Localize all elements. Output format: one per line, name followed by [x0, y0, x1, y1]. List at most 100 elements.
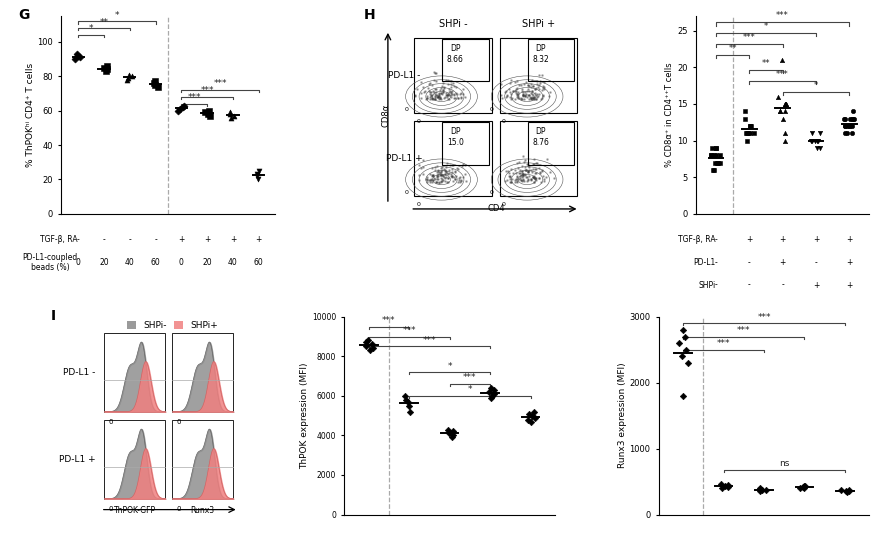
Point	[510, 159, 524, 167]
Point	[438, 169, 452, 178]
Text: -: -	[781, 281, 783, 289]
Point	[677, 332, 691, 341]
Point	[514, 162, 528, 170]
Text: **: **	[761, 59, 769, 68]
Point	[709, 158, 724, 167]
Text: +: +	[779, 258, 785, 267]
Point	[842, 114, 856, 123]
Point	[402, 401, 416, 410]
Point	[517, 177, 531, 185]
Point	[431, 92, 446, 100]
Point	[400, 398, 414, 406]
Point	[507, 87, 521, 95]
Point	[529, 91, 543, 100]
Point	[810, 136, 824, 145]
Point	[431, 91, 446, 99]
Point	[845, 114, 859, 123]
Point	[498, 177, 512, 186]
Point	[671, 339, 685, 347]
Point	[438, 170, 452, 178]
Text: ***: ***	[422, 336, 436, 345]
Point	[452, 174, 466, 182]
Point	[438, 167, 453, 176]
Point	[675, 392, 689, 400]
Point	[439, 169, 453, 177]
Point	[777, 136, 791, 145]
Point	[434, 81, 448, 90]
Text: ***: ***	[775, 11, 788, 20]
Point	[838, 122, 852, 130]
Point	[510, 90, 524, 98]
Point	[484, 384, 498, 392]
Text: ***: ***	[462, 374, 476, 382]
Point	[431, 170, 445, 178]
Point	[529, 165, 543, 173]
Point	[446, 78, 460, 87]
Point	[484, 392, 498, 400]
Point	[499, 93, 513, 101]
Point	[708, 144, 722, 152]
Point	[532, 168, 546, 177]
Point	[845, 129, 859, 138]
Point	[447, 174, 461, 183]
Point	[709, 144, 723, 152]
Text: TGF-β, RA: TGF-β, RA	[677, 235, 715, 244]
Point	[752, 484, 766, 493]
Point	[526, 93, 540, 101]
Point	[809, 144, 823, 152]
Point	[675, 326, 689, 334]
Point	[99, 62, 113, 70]
Point	[445, 165, 459, 173]
Point	[511, 175, 525, 183]
Point	[518, 77, 532, 86]
Point	[525, 81, 539, 90]
Point	[517, 79, 531, 88]
Point	[448, 83, 462, 91]
Point	[441, 174, 455, 182]
Point	[514, 167, 528, 175]
Point	[804, 129, 818, 138]
Point	[516, 88, 530, 96]
Point	[521, 162, 535, 171]
Point	[809, 136, 823, 145]
Point	[680, 359, 694, 367]
Point	[428, 77, 442, 85]
Point	[528, 89, 542, 98]
Point	[424, 171, 438, 180]
Point	[712, 151, 726, 160]
Point	[408, 92, 422, 100]
Point	[542, 87, 556, 96]
Point	[524, 93, 538, 101]
Point	[503, 178, 517, 187]
Point	[202, 107, 216, 115]
Point	[524, 79, 538, 88]
Point	[742, 122, 756, 130]
Point	[522, 93, 536, 101]
Point	[151, 83, 165, 91]
Point	[433, 171, 447, 180]
Point	[423, 93, 437, 101]
Point	[437, 84, 451, 92]
Point	[536, 172, 550, 180]
Point	[838, 122, 852, 130]
Point	[520, 167, 534, 176]
Point	[226, 111, 240, 120]
Point	[365, 340, 379, 349]
Point	[446, 90, 460, 99]
Point	[431, 94, 446, 103]
Point	[737, 114, 751, 123]
Point	[510, 177, 524, 186]
Point	[513, 94, 527, 102]
Point	[837, 129, 851, 138]
Point	[528, 95, 542, 103]
Point	[450, 164, 464, 173]
Point	[429, 178, 443, 187]
Point	[441, 90, 455, 98]
Text: +: +	[845, 258, 852, 267]
Point	[412, 171, 426, 180]
Point	[514, 169, 528, 177]
Point	[427, 69, 441, 78]
Point	[433, 170, 447, 179]
Point	[534, 177, 548, 186]
Point	[422, 177, 436, 186]
